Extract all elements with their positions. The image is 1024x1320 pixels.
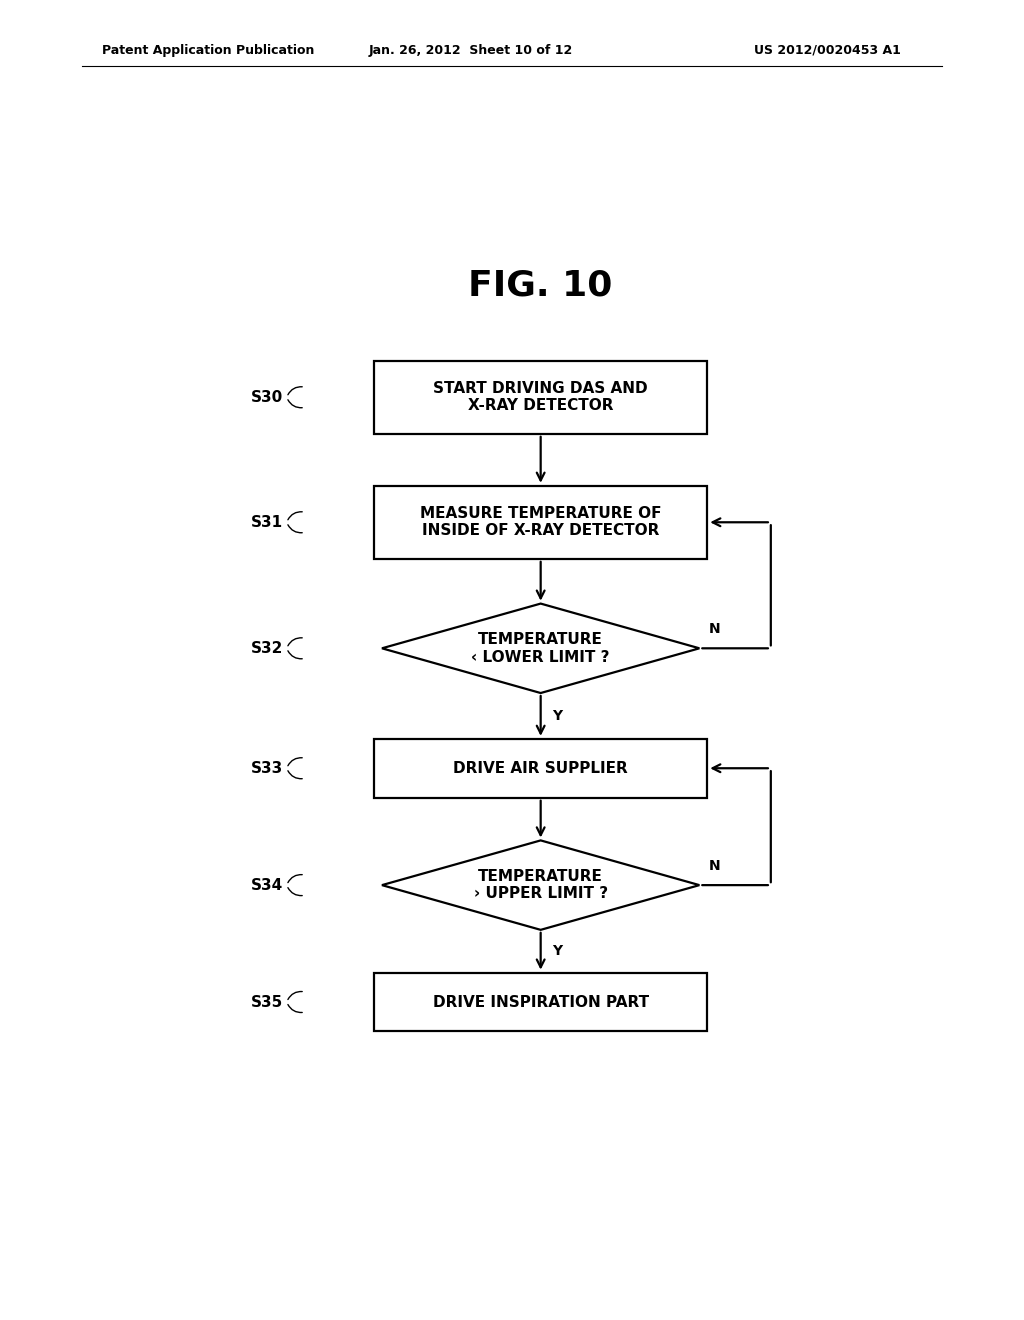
Bar [374,973,708,1031]
Bar [374,739,708,797]
Text: S33: S33 [251,760,283,776]
Bar [374,360,708,434]
Text: DRIVE INSPIRATION PART: DRIVE INSPIRATION PART [432,994,649,1010]
Text: S32: S32 [251,640,283,656]
Text: S34: S34 [251,878,283,892]
Text: Y: Y [553,944,563,958]
Text: START DRIVING DAS AND
X-RAY DETECTOR: START DRIVING DAS AND X-RAY DETECTOR [433,381,648,413]
Text: TEMPERATURE
‹ LOWER LIMIT ?: TEMPERATURE ‹ LOWER LIMIT ? [471,632,610,664]
Text: Y: Y [553,709,563,723]
Polygon shape [382,841,699,929]
Text: Patent Application Publication: Patent Application Publication [102,44,314,57]
Text: Jan. 26, 2012  Sheet 10 of 12: Jan. 26, 2012 Sheet 10 of 12 [369,44,573,57]
Text: S30: S30 [251,389,283,405]
Polygon shape [382,603,699,693]
Text: N: N [709,622,721,636]
Text: DRIVE AIR SUPPLIER: DRIVE AIR SUPPLIER [454,760,628,776]
Text: S35: S35 [251,994,283,1010]
Text: S31: S31 [251,515,283,529]
Text: TEMPERATURE
› UPPER LIMIT ?: TEMPERATURE › UPPER LIMIT ? [474,869,607,902]
Text: MEASURE TEMPERATURE OF
INSIDE OF X-RAY DETECTOR: MEASURE TEMPERATURE OF INSIDE OF X-RAY D… [420,506,662,539]
Text: US 2012/0020453 A1: US 2012/0020453 A1 [755,44,901,57]
Text: FIG. 10: FIG. 10 [469,268,612,302]
Text: N: N [709,859,721,873]
Bar [374,486,708,558]
